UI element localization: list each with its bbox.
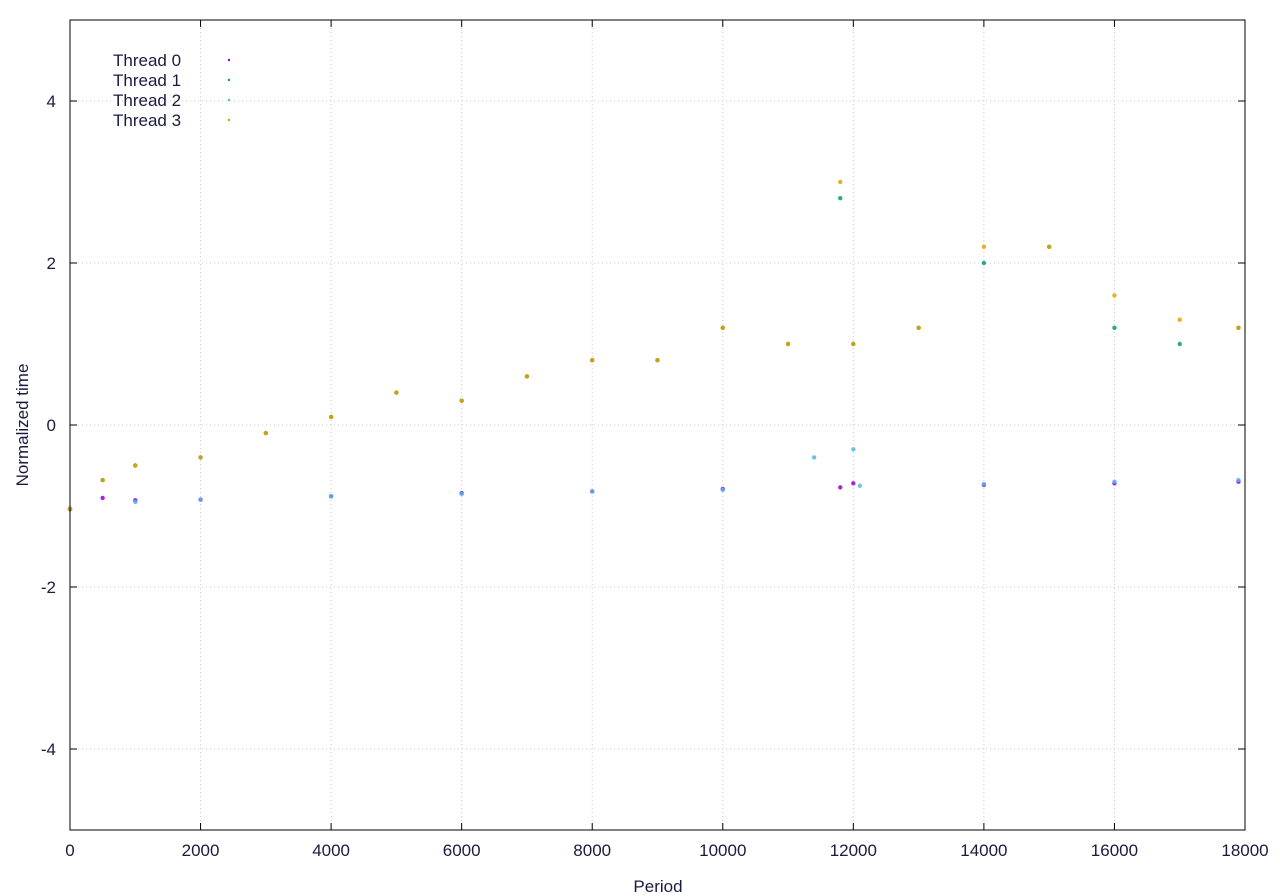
x-tick-label: 18000: [1221, 841, 1268, 860]
data-point: [720, 325, 725, 330]
data-point: [1112, 293, 1117, 298]
legend-marker: [227, 78, 231, 82]
data-point: [198, 497, 203, 502]
x-tick-label: 8000: [573, 841, 611, 860]
data-point: [857, 483, 863, 488]
grid-lines: [70, 20, 1245, 830]
data-point: [838, 179, 843, 185]
data-point: [198, 455, 203, 460]
data-point: [524, 374, 530, 379]
x-tick-label: 16000: [1091, 841, 1138, 860]
series-thread-2: [67, 447, 1241, 511]
data-point: [851, 481, 856, 486]
x-tick-label: 0: [65, 841, 74, 860]
data-point: [133, 463, 138, 468]
data-point: [838, 485, 843, 490]
data-point: [720, 487, 725, 492]
data-point: [394, 390, 399, 395]
data-point: [851, 447, 856, 452]
x-tick-label: 6000: [443, 841, 481, 860]
x-axis-label: Period: [633, 877, 682, 896]
legend-marker: [227, 98, 231, 102]
data-point: [590, 489, 595, 494]
data-point: [133, 499, 138, 505]
x-tick-label: 12000: [830, 841, 877, 860]
y-tick-label: -2: [41, 578, 56, 597]
data-point: [1046, 244, 1052, 249]
data-point: [1236, 325, 1241, 330]
legend-label: Thread 2: [113, 91, 181, 110]
data-point: [263, 430, 269, 436]
series-thread-1: [67, 196, 1241, 512]
series-thread-0: [67, 479, 1241, 512]
x-tick-label: 2000: [182, 841, 220, 860]
data-point: [851, 341, 856, 347]
data-point: [1177, 317, 1182, 322]
data-point: [100, 477, 105, 483]
y-axis-label: Normalized time: [13, 364, 32, 487]
data-point: [981, 481, 987, 487]
x-tick-label: 10000: [699, 841, 746, 860]
y-axis-ticks: -4 -2 0 2 4: [41, 92, 1245, 759]
data-point: [1112, 479, 1117, 484]
data-point: [1177, 341, 1182, 347]
data-point: [1112, 325, 1117, 330]
legend-label: Thread 1: [113, 71, 181, 90]
data-point: [655, 358, 660, 363]
legend-label: Thread 0: [113, 51, 181, 70]
data-point: [981, 260, 987, 266]
data-point: [328, 414, 334, 420]
data-point: [459, 398, 464, 403]
data-point: [785, 341, 791, 347]
series-thread-3: [67, 179, 1241, 512]
data-point: [328, 494, 334, 499]
data-point: [590, 358, 595, 363]
legend-label: Thread 3: [113, 111, 181, 130]
x-tick-label: 4000: [312, 841, 350, 860]
data-point: [459, 491, 464, 497]
x-axis-ticks: 0 2000 4000 6000 8000 10000 12000 14000 16000 180…: [65, 20, 1269, 860]
y-tick-label: -4: [41, 740, 56, 759]
x-tick-label: 14000: [960, 841, 1007, 860]
y-tick-label: 0: [47, 416, 56, 435]
legend-marker: [227, 58, 231, 62]
data-point: [916, 325, 921, 330]
legend-marker: [227, 118, 231, 122]
data-point: [100, 495, 105, 501]
data-point: [981, 244, 987, 249]
data-point: [811, 455, 817, 460]
y-tick-label: 4: [47, 92, 56, 111]
data-points: [67, 179, 1241, 512]
data-point: [838, 196, 843, 201]
data-point: [1236, 477, 1241, 483]
y-tick-label: 2: [47, 254, 56, 273]
